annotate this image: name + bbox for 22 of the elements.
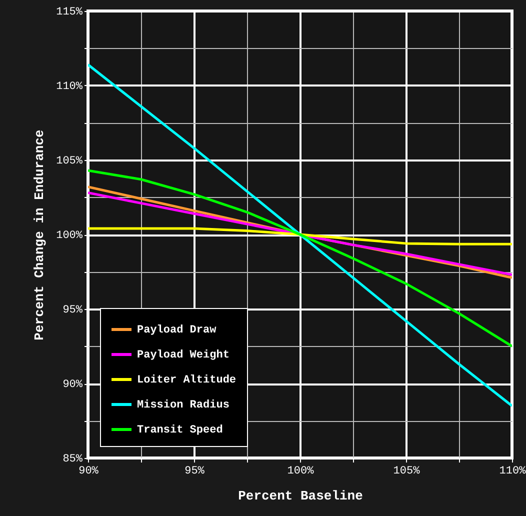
legend-label: Loiter Altitude: [137, 374, 236, 386]
x-tick-label: 110%: [499, 466, 526, 478]
legend-label: Transit Speed: [137, 424, 223, 436]
y-axis-title: Percent Change in Endurance: [32, 129, 48, 340]
line-series: [88, 63, 512, 408]
y-tick-label: 85%: [62, 454, 83, 466]
y-tick-label: 110%: [56, 81, 83, 93]
y-tick-label: 115%: [56, 6, 83, 18]
y-tick-label: 95%: [62, 304, 83, 316]
legend-label: Payload Draw: [137, 324, 217, 336]
y-tick-label: 105%: [56, 156, 83, 168]
y-tick-label: 90%: [62, 379, 83, 391]
legend-label: Payload Weight: [137, 350, 230, 362]
x-axis-title: Percent Baseline: [238, 488, 364, 504]
x-tick-label: 105%: [393, 466, 420, 478]
x-tick-label: 95%: [184, 466, 205, 478]
line-series: [88, 169, 512, 348]
line-series: [88, 227, 512, 246]
x-tick-label: 90%: [78, 466, 99, 478]
x-tick-label: 100%: [287, 466, 314, 478]
legend-label: Mission Radius: [137, 400, 230, 412]
y-tick-label: 100%: [56, 230, 83, 242]
